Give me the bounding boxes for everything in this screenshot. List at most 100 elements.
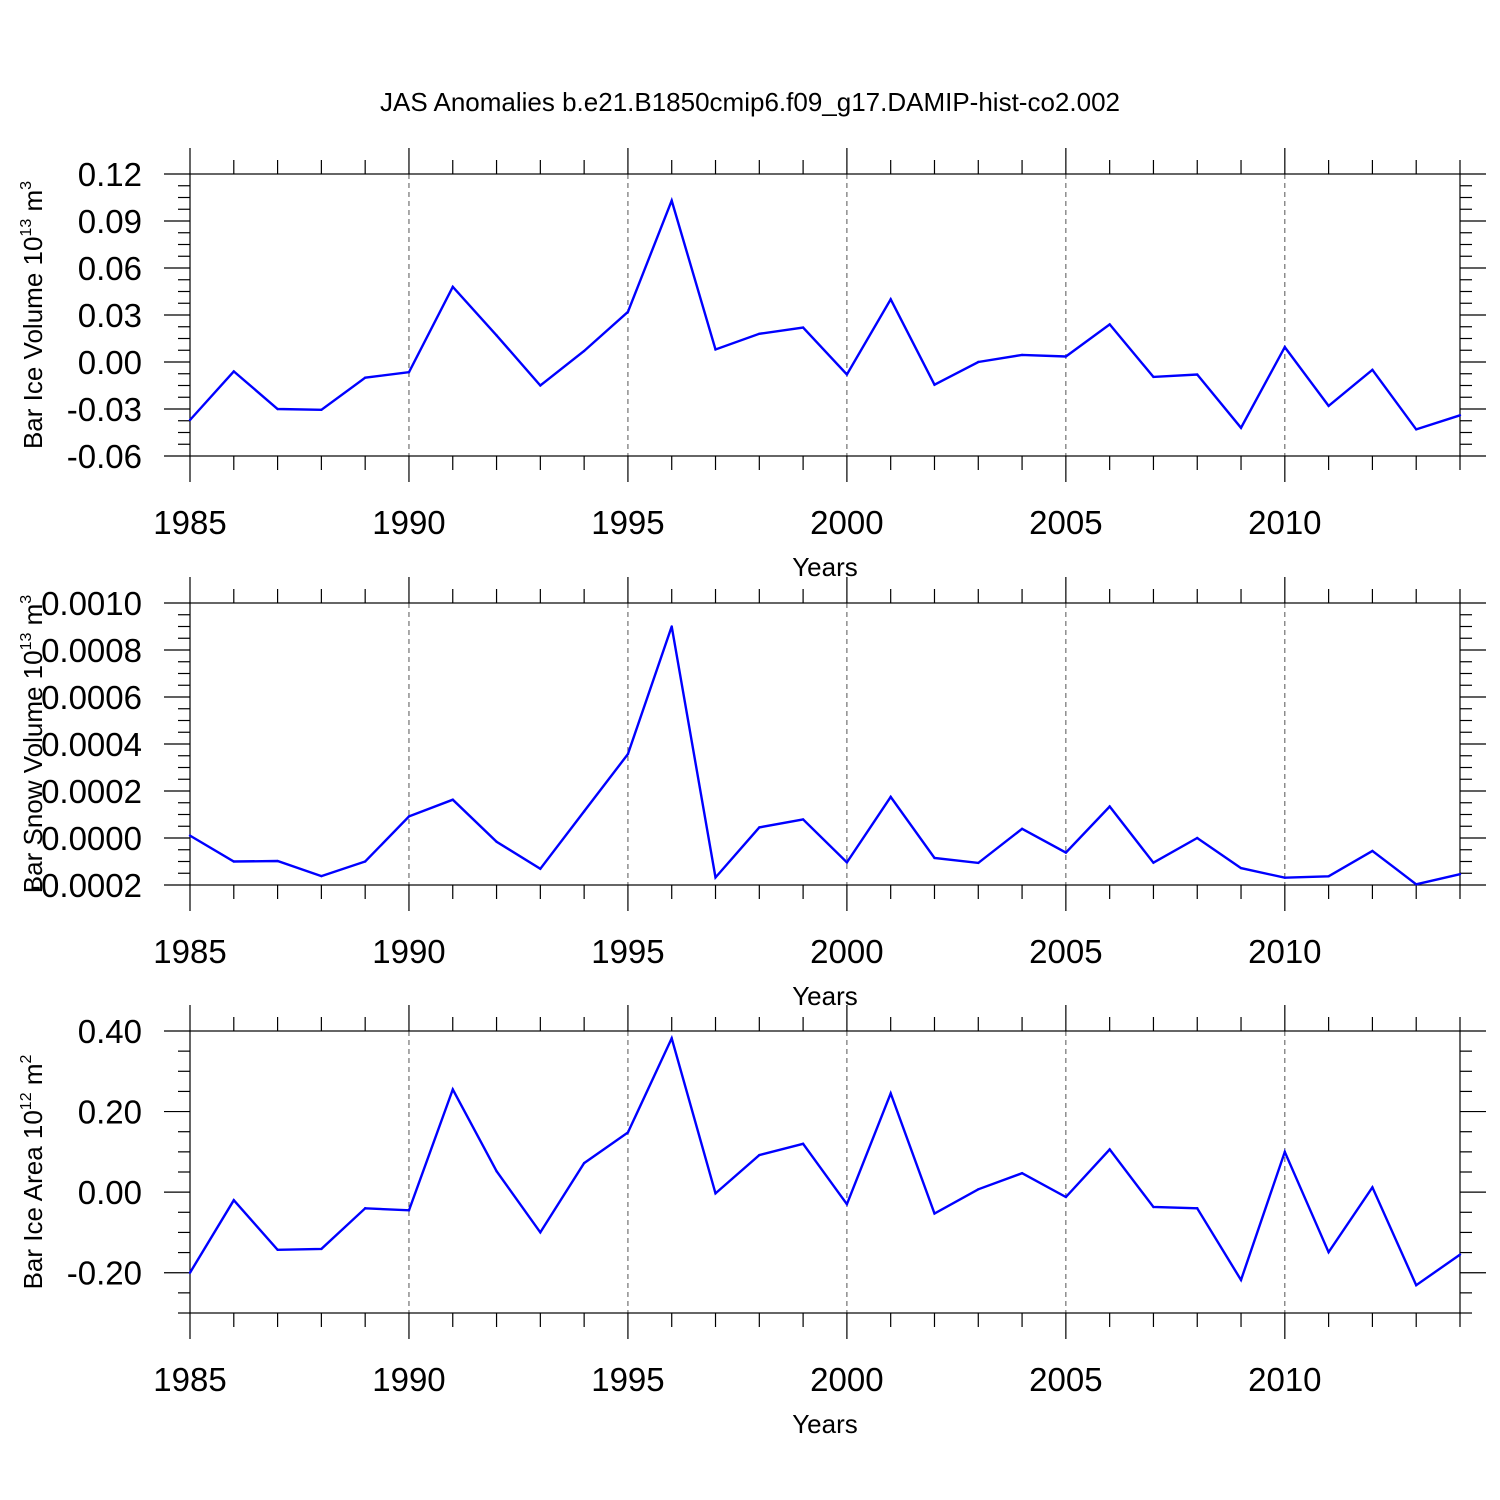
data-point	[1239, 1278, 1243, 1282]
y-tick-label: 0.0008	[41, 632, 142, 669]
y-axis-label-part: Bar Snow Volume 10	[18, 650, 48, 893]
data-point	[495, 840, 498, 843]
y-axis-label-superscript: 3	[18, 595, 35, 604]
data-point	[1283, 876, 1287, 879]
x-tick-label: 1985	[153, 504, 226, 541]
y-tick-label: 0.0006	[41, 679, 142, 716]
x-tick-label: 2010	[1248, 933, 1321, 970]
data-point	[1239, 426, 1243, 429]
data-point	[1327, 875, 1330, 878]
data-point	[363, 860, 367, 863]
data-point	[1108, 805, 1111, 808]
data-point	[188, 1271, 192, 1274]
y-tick-label: 0.0004	[41, 726, 142, 763]
x-tick-label: 1985	[153, 933, 226, 970]
data-point	[714, 1192, 717, 1195]
y-axis-label-superscript: 13	[18, 632, 35, 650]
data-point	[1152, 1205, 1155, 1209]
data-point	[407, 815, 411, 818]
x-tick-label: 1995	[591, 504, 664, 541]
figure-title: JAS Anomalies b.e21.B1850cmip6.f09_g17.D…	[380, 87, 1120, 117]
data-point	[758, 332, 761, 335]
data-point	[1196, 1207, 1199, 1210]
data-point	[1064, 851, 1068, 854]
y-axis-label-part: Bar Ice Volume 10	[18, 237, 48, 449]
data-point	[451, 1088, 454, 1091]
data-point	[1020, 827, 1024, 831]
data-point	[582, 1161, 586, 1165]
data-point	[320, 874, 323, 878]
data-point	[626, 752, 630, 756]
y-tick-label: -0.03	[67, 391, 142, 428]
series-line	[189, 626, 1461, 886]
data-point	[1371, 368, 1374, 372]
data-point	[626, 310, 630, 314]
x-tick-label: 2000	[810, 933, 883, 970]
data-point	[977, 861, 980, 865]
y-axis-label: Bar Ice Area 1012 m2	[18, 1054, 48, 1289]
data-point	[714, 876, 717, 879]
data-point	[1283, 345, 1287, 349]
data-point	[320, 1247, 323, 1251]
x-tick-label: 1990	[372, 504, 445, 541]
data-point	[276, 1248, 279, 1251]
y-axis-label-part: m	[18, 604, 48, 633]
y-tick-label: 0.12	[78, 156, 142, 193]
x-axis-label: Years	[792, 1409, 858, 1439]
data-point	[1371, 1186, 1374, 1189]
data-point	[582, 349, 586, 353]
data-point	[933, 383, 936, 386]
y-axis-label-superscript: 12	[18, 1092, 35, 1110]
data-point	[889, 795, 892, 799]
data-point	[1327, 404, 1330, 408]
data-point	[232, 860, 235, 863]
data-point	[977, 1188, 980, 1191]
data-point	[845, 861, 849, 864]
data-point	[1458, 872, 1462, 876]
data-point	[1196, 836, 1199, 840]
data-point	[670, 1037, 673, 1040]
data-point	[495, 334, 498, 337]
data-point	[320, 408, 323, 411]
y-axis-label-superscript: 3	[18, 181, 35, 190]
data-point	[232, 370, 235, 373]
data-point	[1064, 355, 1068, 358]
y-axis-label-part: Bar Ice Area 10	[18, 1110, 48, 1289]
x-tick-label: 1995	[591, 1361, 664, 1398]
data-point	[845, 373, 849, 376]
y-axis-label: Bar Ice Volume 1013 m3	[18, 181, 48, 449]
x-tick-label: 2000	[810, 1361, 883, 1398]
data-point	[1415, 428, 1418, 431]
x-tick-label: 2005	[1029, 933, 1102, 970]
data-point	[1108, 1148, 1111, 1151]
data-point	[1020, 1172, 1024, 1175]
y-tick-label: 0.0002	[41, 773, 142, 810]
x-tick-label: 2010	[1248, 1361, 1321, 1398]
data-point	[1108, 323, 1111, 326]
data-point	[1020, 353, 1024, 357]
x-tick-label: 2000	[810, 504, 883, 541]
series-line	[189, 196, 1461, 431]
y-tick-label: 0.00	[78, 344, 142, 381]
x-axis-label: Years	[792, 981, 858, 1011]
data-point	[801, 326, 805, 329]
data-point	[582, 810, 586, 813]
data-point	[1371, 849, 1374, 853]
series-line	[188, 1034, 1461, 1288]
x-tick-label: 2005	[1029, 504, 1102, 541]
data-point	[801, 1142, 805, 1146]
data-point	[670, 625, 673, 628]
x-tick-label: 1995	[591, 933, 664, 970]
y-axis-label-part: m	[18, 1063, 48, 1092]
data-point	[363, 376, 367, 379]
data-point	[758, 1153, 761, 1157]
panel-2: -0.0002 0.0000 0.0002 0.0004 0.0006 0.0008 0.0…	[18, 577, 1486, 1011]
data-point	[539, 1231, 542, 1234]
y-tick-label: -0.06	[67, 438, 142, 475]
data-point	[539, 384, 542, 387]
data-point	[845, 1203, 849, 1206]
x-tick-label: 1985	[153, 1361, 226, 1398]
data-point	[1458, 414, 1462, 417]
